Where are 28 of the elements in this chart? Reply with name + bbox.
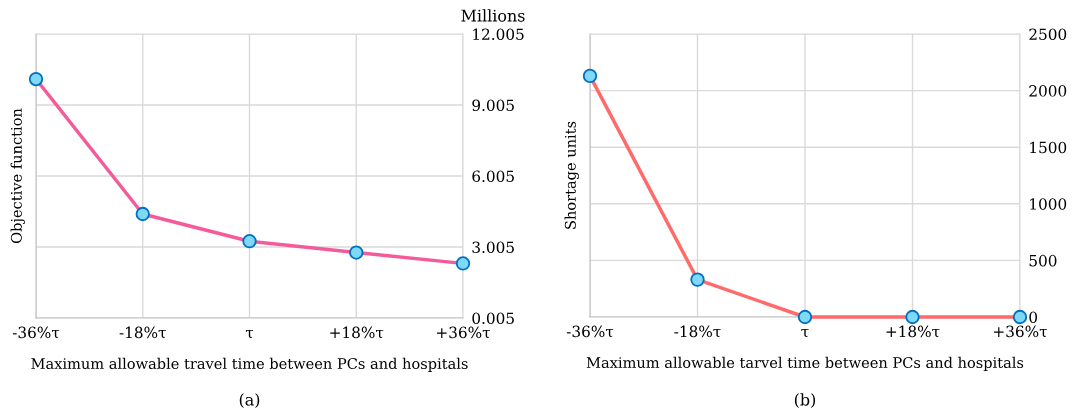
x-tick-label: +36%τ xyxy=(437,326,491,339)
x-axis-title: Maximum allowable tarvel time between PCs and hospitals xyxy=(586,356,1024,371)
y-tick-label: 0 xyxy=(1029,311,1038,324)
x-tick-label: -36%τ xyxy=(566,325,614,338)
x-tick-label: τ xyxy=(245,330,254,339)
x-tick-label: τ xyxy=(801,329,809,338)
x-tick-label: -18%τ xyxy=(674,325,721,338)
x-tick-label: +36%τ xyxy=(994,325,1048,338)
y-axis-title: Shortage units xyxy=(564,121,579,229)
x-tick-label: -36%τ xyxy=(12,326,60,339)
y-tick-label: 500 xyxy=(1029,254,1057,267)
text: (a) xyxy=(239,393,260,408)
x-tick-label: +18%τ xyxy=(330,326,384,339)
text: Millions xyxy=(461,9,525,22)
y-tick-label: 0.005 xyxy=(472,312,514,325)
y-tick-label: 1500 xyxy=(1030,141,1067,154)
y-tick-label: 3.005 xyxy=(472,241,514,254)
x-tick-label: +18%τ xyxy=(886,325,940,338)
x-tick-label: -18%τ xyxy=(119,326,166,339)
x-axis-title: Maximum allowable travel time between PCs and hospitals xyxy=(31,357,468,372)
y-tick-label: 6.005 xyxy=(472,170,514,183)
y-tick-label: 1000 xyxy=(1030,198,1067,210)
y-tick-label: 12.005 xyxy=(473,28,524,41)
y-tick-label: 2500 xyxy=(1029,28,1067,41)
y-tick-label: 2000 xyxy=(1029,85,1067,97)
y-axis-title: Objective function xyxy=(10,108,25,244)
text: (b) xyxy=(794,393,816,408)
y-tick-label: 9.005 xyxy=(472,99,514,112)
